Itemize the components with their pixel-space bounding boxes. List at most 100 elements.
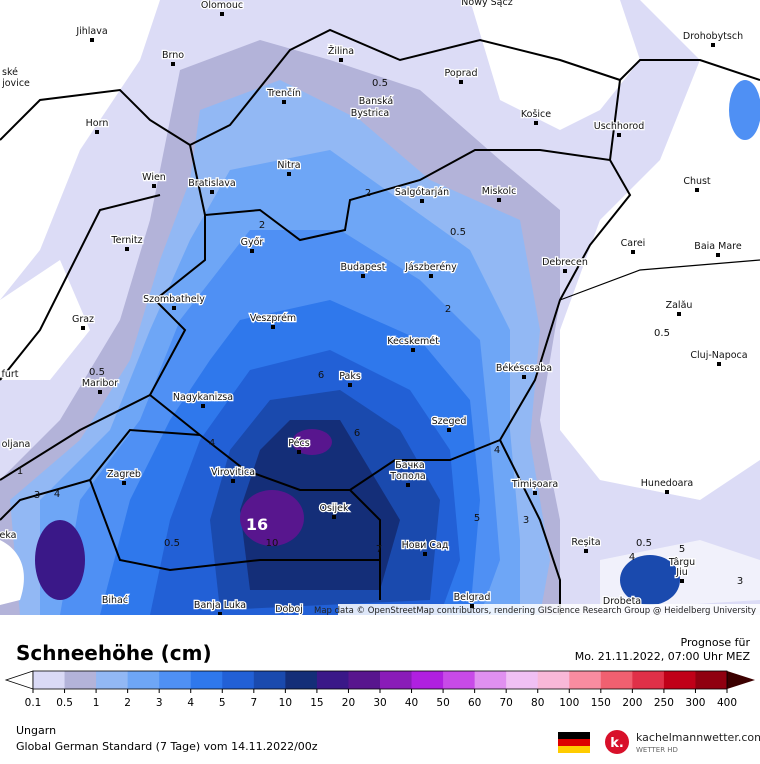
contour-label: 0.5 — [654, 328, 670, 339]
legend-title: Schneehöhe (cm) — [16, 641, 212, 665]
contour-label: 3 — [34, 490, 40, 501]
city-label: Nagykanizsa — [173, 392, 233, 403]
attribution: Map data © OpenStreetMap contributors, r… — [314, 606, 756, 616]
colorbar-segment — [380, 671, 413, 689]
city-label: Olomouc — [201, 0, 243, 11]
city-dot — [218, 612, 222, 616]
contour-label: 3 — [737, 576, 743, 587]
city-dot — [420, 199, 424, 203]
city-dot — [711, 43, 715, 47]
colorbar-segment — [222, 671, 255, 689]
contour-label: 16 — [246, 515, 268, 534]
city-dot — [220, 12, 224, 16]
colorbar-segment — [159, 671, 192, 689]
city-label: Horn — [86, 118, 109, 129]
colorbar-tick-label: 300 — [685, 697, 705, 709]
city-dot — [411, 348, 415, 352]
city-dot — [533, 491, 537, 495]
colorbar-tick-label: 20 — [342, 697, 355, 709]
city-label: Târgu — [668, 557, 695, 568]
city-label: Nowy Sącz — [461, 0, 512, 8]
city-label: Baia Mare — [694, 241, 742, 252]
city-label: Timișoara — [511, 479, 558, 490]
city-label: Zalău — [666, 300, 693, 311]
contour-label: 3 — [523, 515, 529, 526]
colorbar-segment — [64, 671, 97, 689]
city-label: eka — [0, 530, 17, 541]
contour-label: 0.5 — [89, 367, 105, 378]
colorbar-segment — [348, 671, 381, 689]
city-label: Bystrica — [351, 108, 389, 119]
contour-label: 0.5 — [450, 227, 466, 238]
forecast-label: Prognose für — [681, 636, 751, 649]
city-dot — [695, 188, 699, 192]
colorbar-segment — [190, 671, 223, 689]
contour-label: 0.5 — [636, 538, 652, 549]
city-label: oljana — [2, 439, 31, 450]
city-label: Belgrad — [454, 592, 491, 603]
colorbar-tick-label: 3 — [156, 697, 163, 709]
contour-label: 7 — [376, 544, 382, 555]
city-label: Jihlava — [75, 26, 107, 37]
colorbar-tick-label: 4 — [187, 697, 194, 709]
city-label: Szeged — [432, 416, 467, 427]
city-label: jovice — [1, 78, 30, 89]
colorbar-segment — [663, 671, 696, 689]
city-label: Reșita — [571, 537, 600, 548]
city-dot — [423, 552, 427, 556]
colorbar-tick-label: 7 — [250, 697, 257, 709]
city-dot — [210, 190, 214, 194]
city-label: Budapest — [341, 262, 386, 273]
colorbar-segment — [695, 671, 728, 689]
contour-label: 6 — [354, 428, 360, 439]
city-label: ské — [2, 67, 18, 78]
city-label: Žilina — [328, 45, 354, 57]
city-dot — [497, 198, 501, 202]
colorbar-tick-label: 250 — [654, 697, 674, 709]
brand: kachelmannwetter.com — [636, 731, 760, 744]
city-dot — [81, 326, 85, 330]
city-label: Drohobytsch — [683, 31, 743, 42]
contour-label: 5 — [679, 544, 685, 555]
city-label: Drobeta — [603, 596, 641, 607]
city-dot — [617, 133, 621, 137]
city-label: Cluj-Napoca — [690, 350, 747, 361]
colorbar-segment — [600, 671, 633, 689]
colorbar-tick-label: 2 — [124, 697, 131, 709]
colorbar-tick-label: 0.1 — [25, 697, 42, 709]
colorbar-tick-label: 400 — [717, 697, 737, 709]
city-dot — [98, 390, 102, 394]
colorbar-tick-label: 10 — [279, 697, 292, 709]
city-dot — [201, 404, 205, 408]
city-dot — [271, 325, 275, 329]
city-dot — [287, 172, 291, 176]
contour-label: 10 — [266, 538, 279, 549]
city-label: Kecskemét — [387, 336, 439, 347]
colorbar-segment — [33, 671, 66, 689]
colorbar-over — [727, 671, 755, 689]
city-dot — [361, 274, 365, 278]
city-label: Nitra — [277, 160, 300, 171]
city-label: Trenčín — [266, 88, 301, 99]
city-label: Jászberény — [404, 262, 457, 273]
city-label: Chust — [683, 176, 711, 187]
contour-label: 0.5 — [164, 538, 180, 549]
colorbar-tick-label: 1 — [93, 697, 100, 709]
city-dot — [282, 100, 286, 104]
city-label: Brno — [162, 50, 184, 61]
logo-letter: k. — [610, 736, 624, 751]
colorbar-segment — [96, 671, 129, 689]
city-dot — [152, 184, 156, 188]
city-label: Pécs — [288, 438, 309, 449]
colorbar-segment — [569, 671, 602, 689]
map: Map data © OpenStreetMap contributors, r… — [0, 0, 760, 620]
city-label: Debrecen — [542, 257, 588, 268]
city-label: Graz — [72, 314, 94, 325]
city-label: Banská — [359, 96, 393, 107]
contour-label: 4 — [629, 552, 635, 563]
city-dot — [339, 58, 343, 62]
city-label: Bihać — [102, 595, 128, 606]
city-dot — [250, 249, 254, 253]
city-dot — [716, 253, 720, 257]
colorbar-segment — [443, 671, 476, 689]
